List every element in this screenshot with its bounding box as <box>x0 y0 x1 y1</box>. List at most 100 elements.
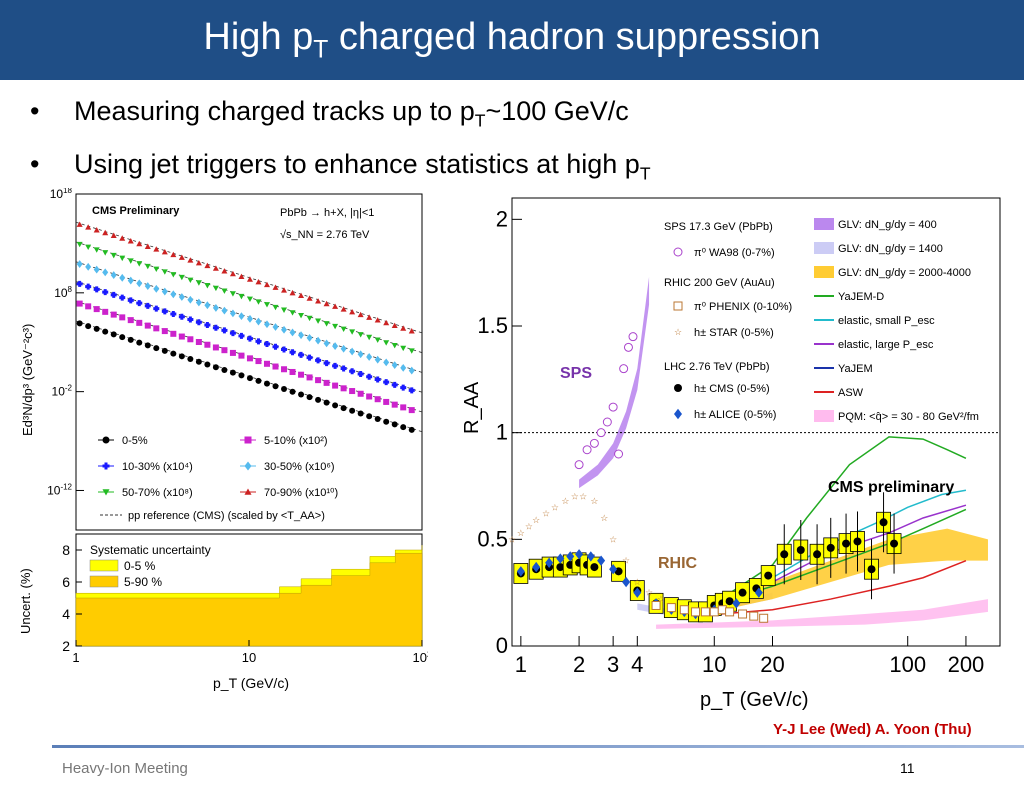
spectra-legend-label: 0-5% <box>122 435 148 447</box>
spectra-point <box>408 348 415 354</box>
spectra-point <box>306 354 313 361</box>
uncert-ytick-label: 2 <box>62 638 70 654</box>
spectra-point <box>221 288 228 294</box>
raa-point <box>879 518 888 527</box>
spectra-reference-label: pp reference (CMS) (scaled by <T_AA>) <box>128 510 325 522</box>
uncert-ytick-label: 4 <box>62 606 70 622</box>
spectra-point <box>85 244 92 251</box>
spectra-point <box>229 369 236 376</box>
spectra-point <box>357 350 364 359</box>
spectra-point <box>289 349 296 356</box>
spectra-point <box>408 328 415 334</box>
raa-point <box>586 551 595 562</box>
spectra-point <box>349 388 356 395</box>
spectra-point <box>144 263 151 270</box>
spectra-point <box>119 314 126 321</box>
spectra-point <box>323 300 330 307</box>
spectra-point <box>136 261 143 267</box>
spectra-point <box>383 340 390 346</box>
raa-point: ☆ <box>525 522 533 532</box>
spectra-point <box>161 347 168 354</box>
spectra-point <box>281 307 288 313</box>
spectra-point <box>408 366 415 375</box>
spectra-point <box>306 374 313 381</box>
raa-point <box>590 563 599 572</box>
raa-figure: 00.511.521 2 3 4 10 20 100 200☆☆☆☆☆☆☆ ☆ ☆ ☆☆☆☆☆☆☆π… <box>461 197 1001 711</box>
raa-point <box>867 565 876 574</box>
spectra-point <box>153 284 160 293</box>
spectra-point <box>298 371 305 378</box>
raa-legend-label: h± ALICE (0-5%) <box>694 409 776 421</box>
spectra-point <box>195 259 202 266</box>
raa-frame <box>511 197 1001 647</box>
raa-point: ☆ <box>622 556 630 566</box>
spectra-point <box>357 311 364 318</box>
raa-legend-label: elastic, small P_esc <box>838 315 935 327</box>
raa-point <box>759 613 769 623</box>
spectra-point <box>272 363 279 370</box>
uncert-xtick-label: 10 <box>242 650 256 665</box>
raa-legend-label: PQM: <q̂> = 30 - 80 GeV²/fm <box>838 411 979 423</box>
spectra-point <box>366 413 373 420</box>
raa-plot-area: 00.511.521 2 3 4 10 20 100 200☆☆☆☆☆☆☆ ☆ ☆ ☆☆☆☆☆☆☆π… <box>477 206 1000 677</box>
spectra-point <box>76 260 83 268</box>
spectra-point <box>391 421 398 428</box>
raa-point <box>813 550 822 559</box>
spectra-frame <box>75 193 423 531</box>
spectra-point <box>221 366 228 373</box>
raa-ytick-label: 1.5 <box>477 313 508 338</box>
spectra-point <box>272 343 279 350</box>
spectra-point <box>161 328 168 335</box>
spectra-point <box>246 355 253 362</box>
spectra-point <box>229 291 236 297</box>
spectra-point <box>204 341 211 348</box>
spectra-point <box>349 407 356 414</box>
raa-point <box>853 537 862 546</box>
raa-point: ☆ <box>551 502 559 512</box>
raa-point <box>826 543 835 552</box>
spectra-point <box>153 266 160 273</box>
spectra-point <box>272 383 279 390</box>
uncert-title: Systematic uncertainty <box>90 543 211 557</box>
spectra-point <box>212 324 219 331</box>
spectra-point <box>289 388 296 395</box>
raa-theory-band-glv400 <box>579 276 650 489</box>
spectra-point <box>306 295 313 301</box>
spectra-point <box>357 390 364 397</box>
spectra-point <box>323 339 330 348</box>
spectra-point <box>187 336 194 343</box>
uncert-xlabel: p_T (GeV/c) <box>213 675 289 691</box>
spectra-point <box>281 386 288 393</box>
spectra-plot-area: 1018 108 10-2 10-12 0-5% 5-10% (x10²) 10-30% (… <box>47 188 423 516</box>
spectra-point <box>400 424 407 431</box>
spectra-point <box>400 325 407 331</box>
spectra-point <box>195 339 202 346</box>
spectra-point <box>298 313 305 319</box>
spectra-point <box>281 346 288 353</box>
uncert-legend-label: 5-90 % <box>124 575 162 589</box>
raa-point <box>738 588 747 597</box>
spectra-point <box>374 337 381 343</box>
spectra-point <box>144 342 151 349</box>
spectra-point <box>332 342 339 350</box>
spectra-point <box>357 332 364 338</box>
spectra-point <box>187 356 194 363</box>
spectra-point <box>85 224 92 230</box>
spectra-point <box>110 331 117 338</box>
raa-point <box>780 550 789 559</box>
raa-point <box>725 597 734 606</box>
raa-point: ☆ <box>657 594 665 604</box>
spectra-point <box>204 301 211 310</box>
spectra-legend-label: 5-10% (x10²) <box>264 435 328 447</box>
raa-theory-band-glv2000 <box>714 528 988 612</box>
spectra-point <box>76 320 83 327</box>
spectra-point <box>374 376 381 383</box>
spectra-point <box>221 306 228 315</box>
raa-point: ☆ <box>600 513 608 523</box>
spectra-point <box>161 308 168 315</box>
spectra-point <box>238 352 245 359</box>
raa-xlabel: p_T (GeV/c) <box>700 689 809 711</box>
raa-point <box>666 603 676 613</box>
spectra-point <box>144 243 151 249</box>
spectra-point <box>263 302 270 308</box>
